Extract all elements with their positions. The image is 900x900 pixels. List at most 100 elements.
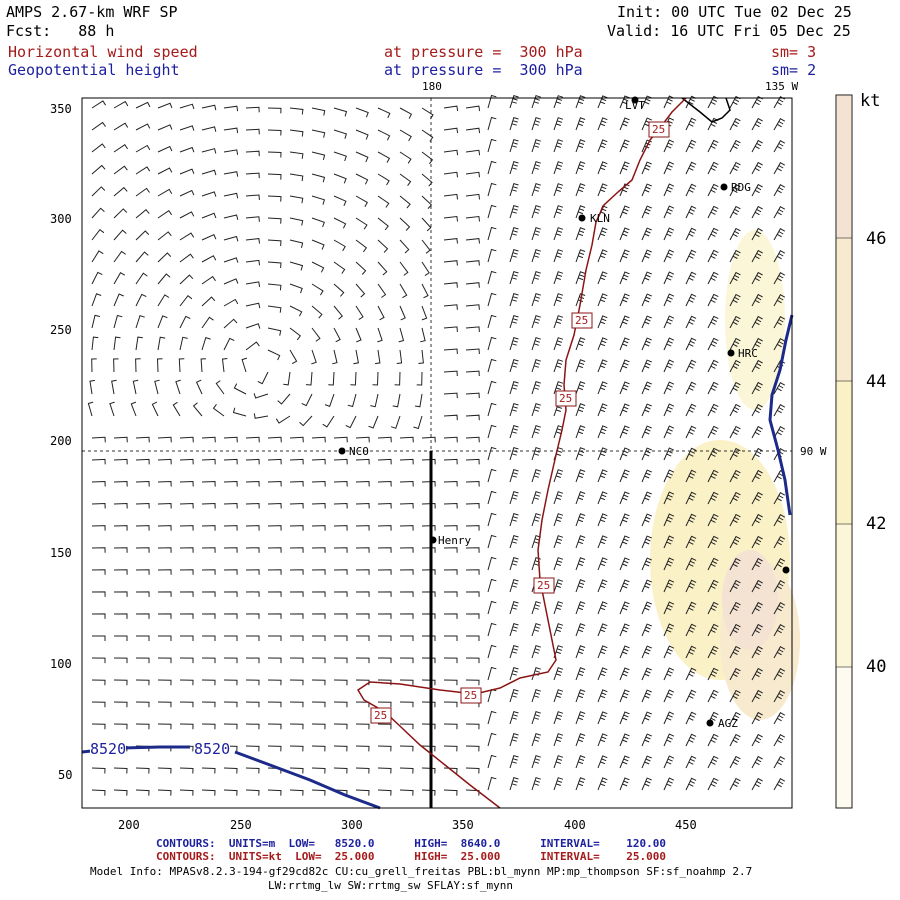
wind-barb [597, 161, 608, 175]
wind-barb [685, 205, 697, 219]
wind-barb [267, 195, 282, 202]
wind-barb [175, 379, 181, 395]
wind-barb [201, 436, 216, 443]
wind-barb [729, 227, 741, 241]
wind-barb [223, 192, 239, 199]
wind-barb [245, 591, 260, 597]
wind-barb [465, 613, 480, 619]
wind-barb [399, 789, 414, 796]
wind-barb [531, 204, 541, 219]
height-label: 8520 [194, 740, 231, 758]
wind-barb [619, 403, 630, 417]
wind-barb [751, 271, 763, 285]
wind-barb [443, 458, 458, 465]
wind-barb [465, 370, 480, 377]
wind-barb [597, 227, 608, 241]
wind-barb [267, 458, 282, 465]
wind-barb [179, 189, 195, 197]
wind-barb [399, 458, 414, 465]
wind-barb [201, 104, 217, 111]
wind-barb [531, 512, 541, 527]
wind-barb [597, 579, 608, 593]
wind-barb [215, 380, 225, 395]
wind-barb [466, 635, 480, 641]
wind-barb [245, 701, 260, 708]
wind-barb [377, 107, 391, 119]
wind-barb [267, 591, 282, 597]
wind-barb [135, 230, 150, 241]
wind-barb [157, 502, 172, 509]
wind-barb [333, 502, 348, 509]
wind-barb [390, 415, 401, 429]
wind-barb [113, 767, 128, 774]
footer-model-info: Model Info: MPASv8.2.3-194-gf29cd82c CU:… [90, 865, 753, 878]
wind-barb [223, 127, 239, 134]
wind-barb [597, 425, 608, 439]
wind-barb [575, 535, 586, 549]
wind-barb [113, 436, 128, 443]
wind-barb [245, 525, 260, 531]
wind-barb [377, 547, 392, 553]
wind-barb [575, 623, 586, 637]
wind-barb [553, 689, 564, 703]
wind-barb [299, 415, 313, 427]
wind-barb [201, 148, 217, 154]
wind-barb [707, 557, 719, 571]
wind-barb [597, 491, 608, 505]
wind-barb [157, 294, 170, 307]
wind-barb [641, 425, 652, 439]
wind-barb [531, 314, 541, 329]
y-tick: 200 [50, 434, 72, 448]
station-dot-nco [338, 447, 346, 455]
wind-barb [597, 183, 608, 197]
wind-barb [707, 645, 719, 659]
wind-barb [311, 789, 326, 796]
wind-barb [553, 557, 564, 571]
wind-barb [729, 689, 741, 703]
wind-barb [113, 250, 126, 263]
wind-barb [201, 591, 216, 597]
wind-barb [267, 745, 282, 752]
wind-barb [91, 100, 107, 109]
wind-barb [575, 733, 586, 747]
wind-barb [267, 151, 282, 158]
wind-barb [773, 118, 786, 131]
wind-barb [377, 745, 392, 752]
wind-barb [289, 767, 304, 774]
wind-barb [619, 535, 630, 549]
wind-barb [135, 458, 150, 465]
wind-barb [751, 469, 763, 483]
wind-barb [641, 161, 652, 175]
wind-barb [619, 95, 630, 109]
wind-barb [421, 239, 431, 254]
wind-barb [443, 525, 458, 531]
wind-barb [377, 723, 392, 730]
wind-barb [179, 168, 195, 175]
wind-barb [641, 183, 652, 197]
wind-barb [311, 767, 326, 774]
wind-barb [113, 144, 129, 153]
wind-barb [465, 502, 480, 509]
wind-barb [575, 601, 586, 615]
wind-barb [531, 116, 541, 131]
wind-barb [179, 436, 194, 443]
wind-barb [180, 635, 194, 641]
wind-barb [751, 183, 763, 197]
wind-barb [192, 402, 203, 417]
wind-barb [619, 447, 630, 461]
wind-barb [289, 789, 304, 796]
wind-barb [751, 755, 763, 769]
wind-barb [465, 591, 480, 597]
wind-barb [641, 667, 652, 681]
wind-barb [707, 689, 719, 703]
wind-barb [641, 469, 652, 483]
wind-barb [289, 525, 304, 531]
wind-barb [773, 404, 786, 417]
wind-barb [157, 167, 173, 175]
wind-barb [575, 667, 586, 681]
wind-barb [487, 292, 497, 307]
wind-barb [223, 657, 238, 664]
wind-barb [157, 145, 173, 153]
wind-barb [553, 227, 564, 241]
wind-barb [619, 689, 630, 703]
